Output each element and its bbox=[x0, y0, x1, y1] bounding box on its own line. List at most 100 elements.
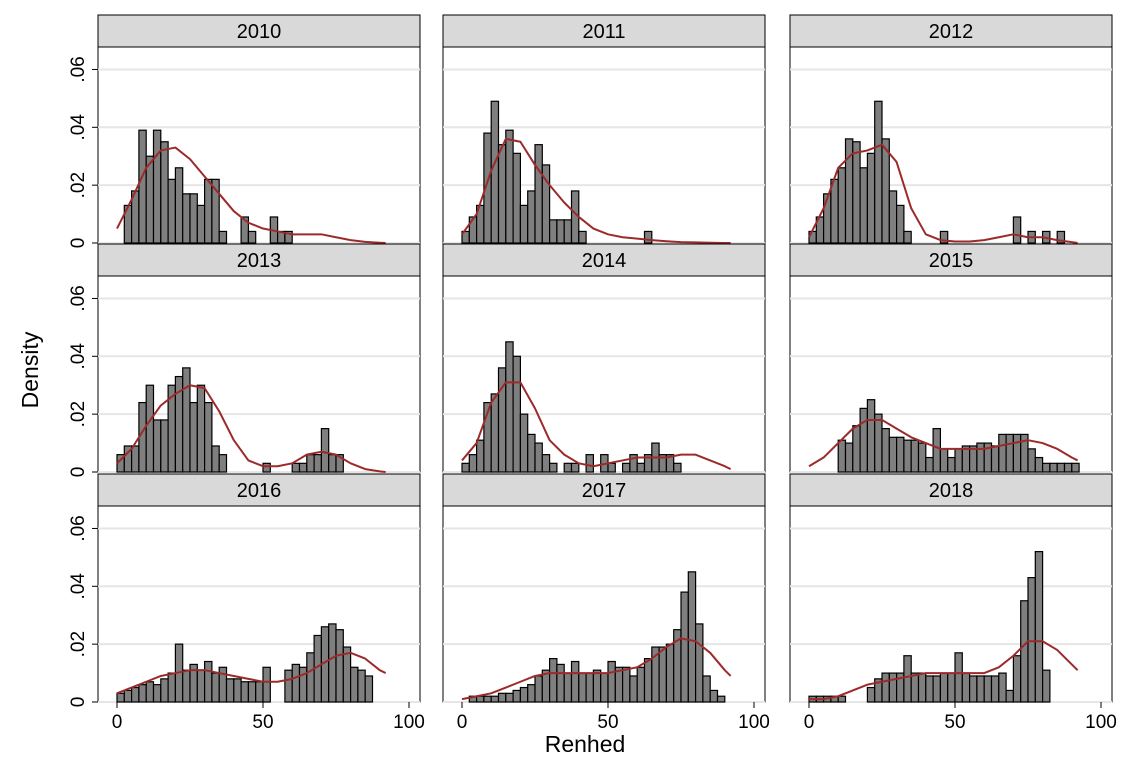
histogram-bar bbox=[1056, 230, 1066, 244]
plot-frame bbox=[442, 505, 766, 703]
histogram-bar bbox=[497, 144, 507, 244]
histogram-bar bbox=[519, 413, 529, 473]
histogram-bar bbox=[306, 652, 315, 703]
histogram-bar bbox=[910, 672, 920, 703]
panel-title: 2015 bbox=[929, 250, 974, 272]
histogram-bar bbox=[968, 445, 978, 473]
histogram-bar bbox=[961, 445, 971, 473]
density-line bbox=[809, 640, 1079, 701]
histogram-bar bbox=[917, 672, 927, 703]
histogram-bar bbox=[1005, 689, 1014, 703]
histogram-bar bbox=[490, 393, 500, 473]
y-tick-label: .04 bbox=[68, 343, 89, 370]
histogram-bar bbox=[939, 672, 949, 703]
histogram-bar bbox=[837, 167, 847, 244]
histogram-bar bbox=[262, 666, 271, 703]
histogram-bar bbox=[284, 669, 293, 703]
panel-title: 2016 bbox=[237, 480, 282, 502]
histogram-bar bbox=[1027, 577, 1036, 703]
histogram-bar bbox=[570, 462, 580, 473]
histogram-bar bbox=[976, 442, 985, 473]
histogram-bar bbox=[563, 672, 573, 703]
histogram-bar bbox=[131, 686, 140, 703]
histogram-bar bbox=[189, 193, 198, 244]
histogram-bar bbox=[954, 652, 963, 703]
panel-2016: 2016 0 .02 .04 .06 0 50 100 bbox=[68, 473, 425, 733]
histogram-bar bbox=[1041, 669, 1051, 703]
histogram-bar bbox=[643, 658, 653, 703]
histogram-bar bbox=[527, 433, 536, 473]
histogram-bar bbox=[844, 442, 854, 473]
histogram-bar bbox=[888, 190, 898, 244]
histogram-bar bbox=[903, 439, 912, 473]
histogram-bar bbox=[658, 646, 667, 703]
histogram-bar bbox=[218, 454, 228, 473]
histogram-bar bbox=[342, 646, 352, 703]
y-tick-label: .04 bbox=[68, 573, 89, 600]
histogram-bar bbox=[182, 367, 191, 473]
y-tick-label: .06 bbox=[68, 515, 89, 541]
x-tick-label: 100 bbox=[1085, 712, 1117, 733]
histogram-bar bbox=[990, 675, 1000, 703]
histogram-bar bbox=[709, 689, 719, 703]
histogram-bar bbox=[866, 152, 876, 244]
histogram-bar bbox=[160, 678, 169, 703]
histogram-bar bbox=[1012, 216, 1022, 244]
x-tick-label: 100 bbox=[738, 712, 770, 733]
histogram-bar bbox=[306, 454, 315, 473]
histogram-bar bbox=[556, 663, 565, 703]
histogram-bar bbox=[925, 456, 934, 473]
histogram-bar bbox=[881, 672, 890, 703]
panel-strip bbox=[442, 243, 766, 277]
histogram-bar bbox=[298, 462, 308, 473]
histogram-bar bbox=[541, 164, 551, 244]
histogram-bar bbox=[932, 428, 941, 473]
histogram-bar bbox=[541, 454, 551, 473]
histogram-bar bbox=[291, 663, 301, 703]
plot-frame bbox=[97, 505, 421, 703]
histogram-bar bbox=[563, 462, 573, 473]
y-tick-label: .02 bbox=[68, 631, 89, 657]
histogram-bar bbox=[925, 675, 934, 703]
histogram-bar bbox=[123, 689, 133, 703]
histogram-bar bbox=[673, 462, 682, 473]
histogram-bar bbox=[895, 436, 905, 473]
y-axis-title: Density bbox=[17, 331, 43, 408]
histogram-bar bbox=[160, 419, 169, 473]
histogram-bar bbox=[947, 456, 956, 473]
histogram-bar bbox=[837, 695, 847, 703]
histogram-bar bbox=[138, 684, 147, 703]
histogram-bar bbox=[910, 439, 920, 473]
histogram-bar bbox=[211, 672, 220, 703]
histogram-bar bbox=[182, 193, 191, 244]
histogram-bar bbox=[866, 686, 876, 703]
facet-panels: 2010 0 .02 .04 .06 2011 2012 2013 0 .02 .04 .06 2014… bbox=[68, 14, 1117, 733]
histogram-bar bbox=[578, 230, 587, 244]
histogram-bar bbox=[852, 425, 861, 473]
histogram-bar bbox=[983, 675, 993, 703]
histogram-bar bbox=[505, 692, 514, 703]
histogram-bar bbox=[490, 100, 500, 244]
histogram-bar bbox=[196, 204, 206, 244]
x-tick-label: 100 bbox=[393, 712, 425, 733]
histogram-bar bbox=[1041, 462, 1051, 473]
panel-title: 2011 bbox=[582, 21, 625, 43]
histogram-bar bbox=[556, 219, 565, 244]
histogram-bar bbox=[519, 204, 529, 244]
panel-2014: 2014 bbox=[442, 243, 766, 473]
histogram-bar bbox=[947, 672, 956, 703]
histogram-bar bbox=[976, 675, 985, 703]
histogram-bar bbox=[629, 675, 638, 703]
histogram-bar bbox=[968, 675, 978, 703]
histogram-bar bbox=[204, 178, 213, 244]
histogram-bar bbox=[874, 100, 883, 244]
panel-strip bbox=[97, 14, 421, 48]
histogram-bar bbox=[585, 454, 594, 473]
histogram-bar bbox=[961, 672, 971, 703]
histogram-bar bbox=[240, 681, 250, 703]
histogram-bar bbox=[903, 655, 912, 703]
histogram-bar bbox=[167, 178, 177, 244]
histogram-bar bbox=[614, 666, 624, 703]
panel-2011: 2011 bbox=[442, 14, 766, 244]
panel-strip bbox=[97, 473, 421, 507]
